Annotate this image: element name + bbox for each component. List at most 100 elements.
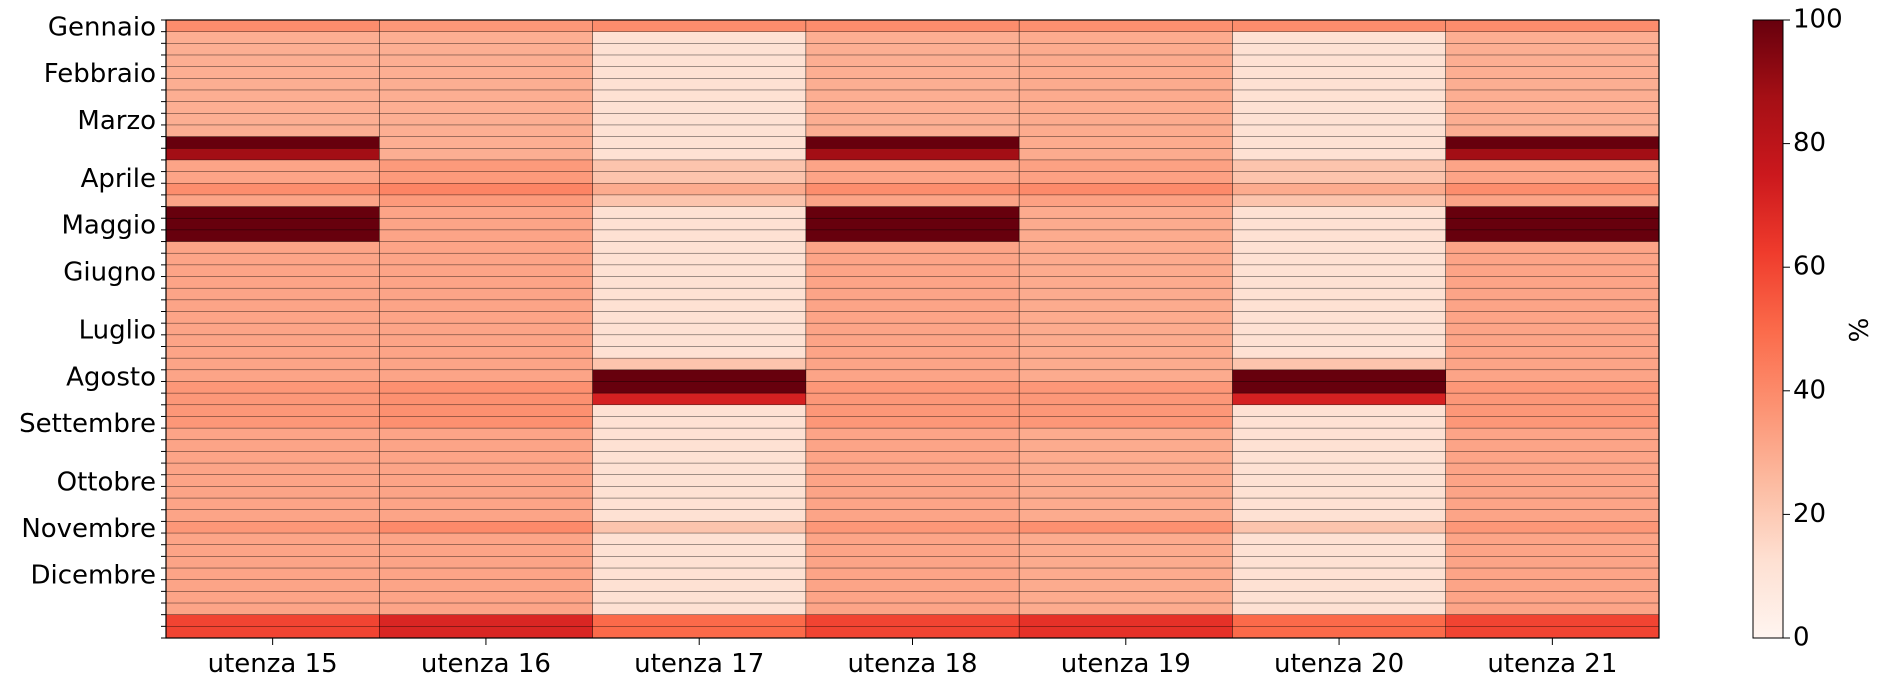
heatmap-cell [1445,113,1660,126]
heatmap-cell [592,323,807,336]
heatmap-cell [805,533,1020,546]
heatmap-cell [1019,568,1233,581]
heatmap-cell [166,626,380,639]
heatmap-cell [166,334,380,347]
heatmap-cell [1445,474,1660,487]
heatmap-cell [1232,614,1447,627]
heatmap-cell [805,311,1020,324]
heatmap-cell [379,124,594,138]
column-gridlines [378,20,1447,638]
heatmap-cell [1232,66,1447,79]
heatmap-cell [1445,463,1660,476]
heatmap-cell [1019,311,1233,324]
heatmap-cell [1232,521,1447,534]
heatmap-cell [1019,206,1233,219]
heatmap-cell [1019,416,1233,429]
heatmap-cell [166,54,380,68]
heatmap-cell [379,78,594,91]
heatmap-cell [1445,439,1660,452]
heatmap-cell [166,288,380,301]
heatmap-cell [1232,451,1447,464]
heatmap-cell [592,171,807,184]
heatmap-cell [1445,346,1660,359]
heatmap-cell [805,474,1020,487]
heatmap-cell [166,264,380,278]
heatmap-cell [1232,299,1447,313]
heatmap-cell [592,113,807,126]
heatmap-cell [1019,89,1233,103]
heatmap-cell [1019,264,1233,278]
heatmap-cell [1445,253,1660,266]
heatmap-cell [379,544,594,557]
heatmap-cell [1019,136,1233,149]
heatmap-cell [805,439,1020,452]
heatmap-cell [1232,404,1447,417]
heatmap-cell [166,66,380,79]
y-minor-ticks [161,19,166,639]
heatmap-cell [592,579,807,592]
heatmap-cell [805,556,1020,569]
heatmap-cell [592,78,807,91]
heatmap-cell [1445,393,1660,406]
heatmap-cell [166,474,380,487]
heatmap-cell [379,579,594,592]
heatmap-cell [166,521,380,534]
heatmap-cell [1019,544,1233,557]
heatmap-cell [1232,183,1447,196]
heatmap-cell [1232,264,1447,278]
heatmap-cell [805,358,1020,371]
heatmap-cell [166,614,380,627]
heatmap-cell [592,498,807,511]
heatmap-cell [1019,358,1233,371]
heatmap-cell [592,194,807,208]
heatmap-cell [1232,381,1447,394]
heatmap-cell [1445,556,1660,569]
heatmap-cell [805,89,1020,103]
heatmap-cell [1232,369,1447,382]
heatmap-cell [592,346,807,359]
heatmap-cell [166,43,380,56]
heatmap-cell [1232,31,1447,44]
heatmap-cell [1019,474,1233,487]
heatmap-cell [805,183,1020,196]
heatmap-cell [805,591,1020,604]
heatmap-cell [592,439,807,452]
heatmap-cell [379,474,594,487]
heatmap-cell [592,89,807,103]
heatmap-cell [1232,311,1447,324]
heatmap-cell [1019,299,1233,313]
heatmap-cell [379,218,594,231]
heatmap-cell [1445,311,1660,324]
heatmap-cell [1019,66,1233,79]
heatmap-cell [1019,334,1233,347]
heatmap-cell [1019,229,1233,243]
heatmap-cell [379,299,594,313]
heatmap-cell [166,148,380,161]
heatmap-cell [592,183,807,196]
y-month-label: Maggio [61,211,156,241]
heatmap-cell [1232,171,1447,184]
heatmap-cell [805,20,1020,33]
heatmap-cell [1232,474,1447,487]
heatmap-cell [379,486,594,499]
heatmap-cell [1019,276,1233,289]
heatmap-cell [1445,89,1660,103]
heatmap-cell [805,206,1020,219]
heatmap-cell [592,358,807,371]
heatmap-cell [166,579,380,592]
heatmap-cell [805,579,1020,592]
heatmap-cell [1232,498,1447,511]
heatmap-cell [1445,521,1660,534]
heatmap-cell [805,521,1020,534]
heatmap-cell [1232,323,1447,336]
heatmap-cell [1232,113,1447,126]
heatmap-cell [166,603,380,616]
heatmap-cell [1232,568,1447,581]
heatmap-cell [592,264,807,278]
row-gridlines [166,31,1659,627]
heatmap-cell [1019,579,1233,592]
heatmap-cell [805,113,1020,126]
heatmap-cell [166,451,380,464]
heatmap-cell [1445,229,1660,243]
colorbar-ticks: 0 20 40 60 80 100 [1783,5,1843,653]
